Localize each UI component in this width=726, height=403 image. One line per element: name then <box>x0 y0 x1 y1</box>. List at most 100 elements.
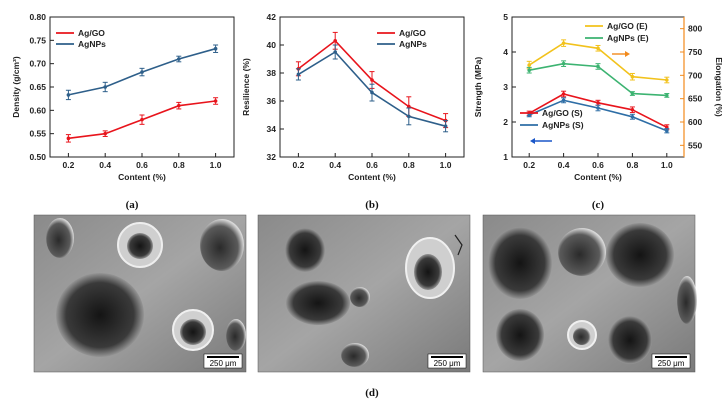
data-point <box>561 98 566 103</box>
chart-density: 0.2 0.4 0.6 0.8 1.0 0.50 0.55 0.60 0.65 0.70 0.75 0… <box>11 12 235 182</box>
y-tick-label: 0.65 <box>29 82 46 92</box>
x-tick-label: 0.2 <box>292 160 304 170</box>
y-tick-label: 34 <box>267 124 277 134</box>
y-tick-label: 0.50 <box>29 152 46 162</box>
chart-resilience: 0.2 0.4 0.6 0.8 1.0 32 34 36 38 40 42 Content (%) Re… <box>241 12 465 182</box>
panel-label-d: (d) <box>365 387 379 399</box>
data-point <box>527 63 531 67</box>
x-tick-label: 1.0 <box>440 160 452 170</box>
data-point <box>333 50 338 54</box>
data-point <box>527 68 531 72</box>
data-point <box>296 72 301 77</box>
panel-label-c: (c) <box>592 199 605 211</box>
y-tick-label: 42 <box>267 12 277 22</box>
data-point <box>140 70 144 74</box>
legend-label: Ag/GO (S) <box>542 108 583 118</box>
data-point <box>630 114 635 119</box>
y2-tick-label: 600 <box>688 117 702 127</box>
y-tick-label: 3 <box>503 82 508 92</box>
data-point <box>596 64 600 69</box>
x-axis-label: Content (%) <box>574 172 622 182</box>
data-point <box>103 85 107 89</box>
data-point <box>177 103 181 108</box>
micrograph-1: 250 μm <box>33 214 247 373</box>
y-tick-label: 38 <box>267 68 277 78</box>
x-tick-label: 0.2 <box>523 160 535 170</box>
x-tick-label: 0.4 <box>99 160 111 170</box>
data-point <box>561 61 566 66</box>
data-point <box>630 74 635 79</box>
y-tick-label: 32 <box>267 152 277 162</box>
legend-label: AgNPs (S) <box>542 120 584 130</box>
data-point <box>630 107 635 112</box>
x-tick-label: 0.6 <box>136 160 148 170</box>
y-tick-label: 0.80 <box>29 12 46 22</box>
scale-bar-label: 250 μm <box>434 359 461 368</box>
y2-tick-label: 550 <box>688 140 702 150</box>
legend-label: AgNPs <box>399 39 427 49</box>
x-tick-label: 1.0 <box>661 160 673 170</box>
axis-arrowhead-right <box>625 51 630 57</box>
data-point <box>213 46 218 51</box>
data-point <box>370 90 374 95</box>
x-tick-label: 0.4 <box>558 160 570 170</box>
y2-tick-label: 700 <box>688 70 702 80</box>
panel-label-b: (b) <box>365 199 379 211</box>
y-tick-label: 0.55 <box>29 129 46 139</box>
axis-arrowhead-left <box>530 138 535 144</box>
data-point <box>596 106 600 110</box>
chart-strength-elongation: 0.2 0.4 0.6 0.8 1.0 1 2 3 4 5 550 600 650 700 750 800 El… <box>473 12 724 182</box>
y-tick-label: 5 <box>503 12 508 22</box>
legend-label: AgNPs (E) <box>607 33 649 43</box>
data-point <box>527 113 531 117</box>
x-tick-label: 1.0 <box>210 160 222 170</box>
data-point <box>140 117 144 122</box>
data-point <box>596 100 600 105</box>
data-point <box>561 41 566 45</box>
data-point <box>66 136 71 141</box>
panel-label-a: (a) <box>126 199 139 211</box>
y-tick-label: 0.70 <box>29 59 46 69</box>
x-tick-label: 0.4 <box>329 160 341 170</box>
y-tick-label: 0.75 <box>29 35 46 45</box>
data-point <box>213 99 218 103</box>
y-axis-label: Resilience (%) <box>241 58 251 116</box>
data-point <box>66 93 71 97</box>
micrograph-2: 250 μm <box>257 214 471 373</box>
data-point <box>561 92 566 96</box>
y-tick-label: 4 <box>503 47 508 57</box>
plot-frame <box>49 16 235 158</box>
data-point <box>103 131 107 136</box>
y2-tick-label: 800 <box>688 24 702 34</box>
scale-bar-label: 250 μm <box>658 359 685 368</box>
data-point <box>407 104 411 109</box>
legend-label: Ag/GO <box>78 28 105 38</box>
y-axis-label: Density (g/cm³) <box>11 56 21 118</box>
data-point <box>630 91 635 96</box>
x-axis-label: Content (%) <box>348 172 396 182</box>
x-tick-label: 0.8 <box>173 160 185 170</box>
data-point <box>177 57 181 61</box>
x-axis-label: Content (%) <box>118 172 166 182</box>
data-point <box>596 46 600 51</box>
x-tick-label: 0.8 <box>626 160 638 170</box>
data-point <box>407 114 411 119</box>
x-tick-label: 0.6 <box>366 160 378 170</box>
y-tick-label: 0.60 <box>29 105 46 115</box>
x-tick-label: 0.2 <box>62 160 74 170</box>
data-point <box>665 78 669 82</box>
x-tick-label: 0.8 <box>403 160 415 170</box>
data-point <box>370 78 374 82</box>
y-axis-label: Strength (MPa) <box>473 57 483 118</box>
x-tick-label: 0.6 <box>592 160 604 170</box>
y2-axis-label: Elongation (%) <box>714 57 724 117</box>
micrograph-3: 250 μm <box>482 214 697 373</box>
y-tick-label: 2 <box>503 117 508 127</box>
data-point <box>665 93 669 98</box>
data-point <box>333 39 338 43</box>
y-tick-label: 1 <box>503 152 508 162</box>
scale-bar-label: 250 μm <box>210 359 237 368</box>
y-tick-label: 36 <box>267 96 277 106</box>
data-point <box>443 124 448 128</box>
